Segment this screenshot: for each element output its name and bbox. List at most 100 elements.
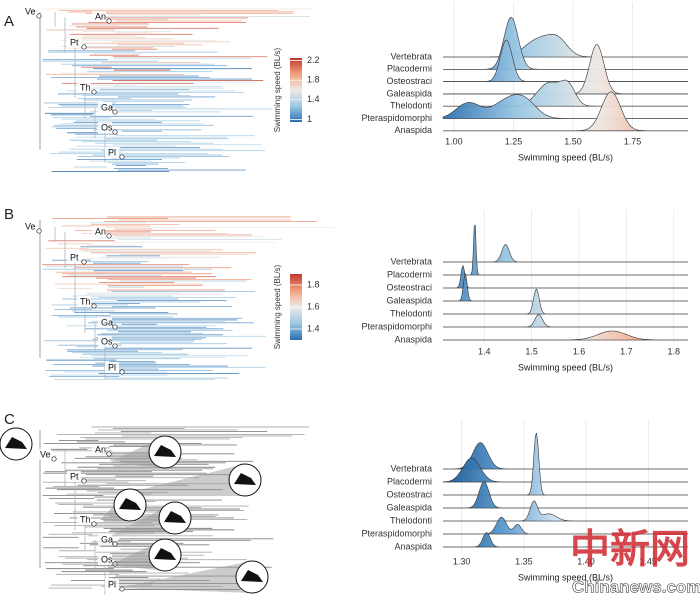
x-tick-label: 1.6 xyxy=(573,346,586,356)
ridge xyxy=(443,264,688,289)
ridge-label: Placodermi xyxy=(387,476,432,486)
clade-wedge xyxy=(118,561,252,593)
clade-label: An xyxy=(95,11,106,21)
clade-node xyxy=(112,541,118,547)
ridge-label: Osteostraci xyxy=(386,282,432,292)
colorbar xyxy=(290,58,302,122)
ridge-label: Vertebrata xyxy=(390,256,432,266)
ridge xyxy=(443,273,688,302)
ridge xyxy=(442,457,688,483)
x-tick-label: 1.8 xyxy=(668,346,681,356)
colorbar-title: Swimming speed (BL/s) xyxy=(273,47,282,132)
x-tick-label: 1.25 xyxy=(505,136,523,146)
x-axis-title: Swimming speed (BL/s) xyxy=(518,572,613,582)
colorbar-tick-label: 1.4 xyxy=(307,323,320,333)
fish-silhouette xyxy=(241,570,263,582)
ridge xyxy=(443,314,688,328)
ridge xyxy=(443,330,688,341)
clade-label-bg xyxy=(67,471,81,482)
fish-silhouette xyxy=(234,473,256,485)
colorbar-tick-label: 1 xyxy=(307,114,312,124)
colorbar-tick-label: 1.8 xyxy=(307,75,320,85)
clade-label-bg xyxy=(92,226,106,237)
clade-node xyxy=(112,343,118,349)
colorbar-tick-label: 1.6 xyxy=(307,301,320,311)
clade-label: Th xyxy=(80,514,91,524)
clade-label: Pl xyxy=(108,362,116,372)
clade-label-bg xyxy=(67,37,81,48)
clade-label: Ve xyxy=(40,449,51,459)
clade-label-bg xyxy=(105,362,119,373)
ridge xyxy=(442,94,688,119)
ridge-label: Vertebrata xyxy=(390,463,432,473)
fish-silhouette xyxy=(164,511,186,523)
x-tick-label: 1.40 xyxy=(577,556,595,566)
x-tick-label: 1.7 xyxy=(620,346,633,356)
clade-label-bg xyxy=(92,444,106,455)
fish-silhouette xyxy=(5,437,27,449)
watermark-logo: 中新网 xyxy=(570,528,690,572)
clade-node xyxy=(51,456,57,462)
watermark-url: Chinanews.com xyxy=(572,577,700,596)
ridge-label: Pteraspidomorphi xyxy=(361,113,432,123)
clade-node xyxy=(106,18,112,24)
ridge xyxy=(443,79,688,107)
ridge-label: Osteostraci xyxy=(386,76,432,86)
ridge xyxy=(443,288,688,315)
ridge-label: Placodermi xyxy=(387,64,432,74)
clade-label-bg xyxy=(67,252,81,263)
fish-silhouette xyxy=(154,445,176,457)
clade-label-bg xyxy=(22,6,36,17)
clade-wedge xyxy=(115,464,245,496)
ridge-label: Thelodonti xyxy=(390,101,432,111)
clade-label: Pl xyxy=(108,147,116,157)
clade-label: Ga xyxy=(101,317,113,327)
clade-node xyxy=(106,233,112,239)
ridge xyxy=(443,532,688,548)
x-tick-label: 1.50 xyxy=(564,136,582,146)
clade-label: Ga xyxy=(101,102,113,112)
clade-label: Pl xyxy=(108,579,116,589)
clade-label: Os xyxy=(101,336,113,346)
clade-label-bg xyxy=(98,317,112,328)
clade-label: Ve xyxy=(25,6,36,16)
clade-label: Os xyxy=(101,554,113,564)
clade-label-bg xyxy=(105,147,119,158)
panel-label: B xyxy=(4,206,14,223)
clade-label: Th xyxy=(80,296,91,306)
clade-node xyxy=(112,109,118,115)
ridge xyxy=(443,244,688,263)
x-axis-title: Swimming speed (BL/s) xyxy=(518,152,613,162)
ridge-label: Anaspida xyxy=(394,541,432,551)
ridge-label: Anaspida xyxy=(394,125,432,135)
ridge-label: Osteostraci xyxy=(386,489,432,499)
ridge xyxy=(443,34,688,58)
clade-node xyxy=(81,259,87,265)
clade-label-bg xyxy=(77,82,91,93)
x-tick-label: 1.75 xyxy=(624,136,642,146)
x-tick-label: 1.4 xyxy=(478,346,491,356)
clade-label: Pt xyxy=(70,37,79,47)
clade-label-bg xyxy=(98,554,112,565)
clade-label: An xyxy=(95,226,106,236)
clade-node xyxy=(36,228,42,234)
clade-label-bg xyxy=(37,449,51,460)
clade-wedge xyxy=(112,502,175,535)
colorbar-tick-label: 1.8 xyxy=(307,279,320,289)
clade-node xyxy=(81,44,87,50)
ridge-label: Pteraspidomorphi xyxy=(361,321,432,331)
clade-label: Ve xyxy=(25,221,36,231)
ridge-label: Anaspida xyxy=(394,334,432,344)
fish-silhouette xyxy=(154,548,176,560)
clade-label-bg xyxy=(22,221,36,232)
ridge-label: Placodermi xyxy=(387,269,432,279)
panel-label: A xyxy=(4,13,14,30)
ridge xyxy=(443,225,688,276)
clade-node xyxy=(81,478,87,484)
colorbar-tick-label: 1.4 xyxy=(307,94,320,104)
x-tick-label: 1.30 xyxy=(453,556,471,566)
panel-label: C xyxy=(4,411,15,428)
colorbar-title: Swimming speed (BL/s) xyxy=(273,264,282,349)
x-tick-label: 1.45 xyxy=(639,556,657,566)
clade-node xyxy=(119,154,125,160)
